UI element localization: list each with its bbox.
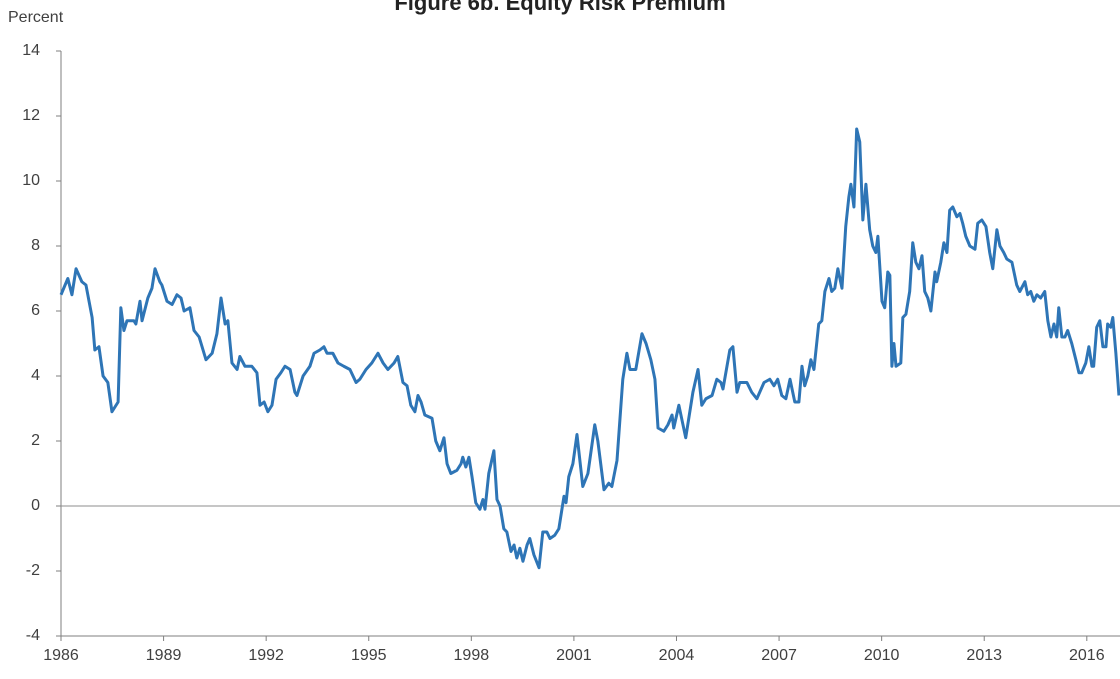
chart-title: Figure 6b. Equity Risk Premium bbox=[394, 0, 725, 15]
data-line bbox=[59, 127, 1120, 570]
x-tick-label: 2010 bbox=[864, 647, 900, 664]
y-tick-label: 8 bbox=[31, 237, 40, 254]
y-tick-label: 4 bbox=[31, 367, 40, 384]
x-tick-label: 1992 bbox=[248, 647, 284, 664]
x-tick-label: 1986 bbox=[43, 647, 79, 664]
x-tick-label: 2016 bbox=[1069, 647, 1105, 664]
x-tick-label: 2001 bbox=[556, 647, 592, 664]
y-tick-label: 0 bbox=[31, 497, 40, 514]
x-tick-label: 1995 bbox=[351, 647, 387, 664]
x-tick-label: 2013 bbox=[966, 647, 1002, 664]
y-axis-label: Percent bbox=[8, 9, 64, 26]
y-tick-label: 12 bbox=[22, 107, 40, 124]
x-tick-label: 1989 bbox=[146, 647, 182, 664]
x-tick-label: 2004 bbox=[659, 647, 695, 664]
y-tick-label: -4 bbox=[26, 627, 40, 644]
y-tick-label: 2 bbox=[31, 432, 40, 449]
x-tick-label: 2007 bbox=[761, 647, 797, 664]
y-tick-label: -2 bbox=[26, 562, 40, 579]
y-tick-label: 14 bbox=[22, 42, 40, 59]
x-tick-label: 1998 bbox=[454, 647, 490, 664]
y-tick-label: 10 bbox=[22, 172, 40, 189]
y-tick-label: 6 bbox=[31, 302, 40, 319]
